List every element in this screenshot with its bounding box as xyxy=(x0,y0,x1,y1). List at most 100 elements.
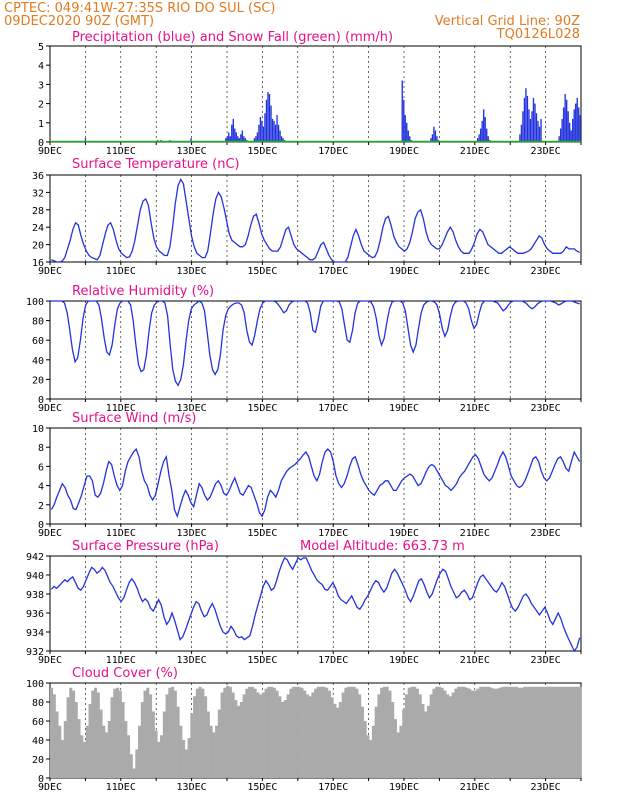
cloud-cover-bar xyxy=(223,687,227,778)
precip-bar xyxy=(240,134,242,142)
y-tick-label: 0 xyxy=(38,774,44,785)
cloud-cover-bar xyxy=(553,686,557,778)
precip-bar xyxy=(532,97,535,142)
cloud-cover-bar xyxy=(402,709,406,778)
y-tick-label: 40 xyxy=(32,356,44,367)
precip-bar xyxy=(522,111,524,142)
cloud-cover-bar xyxy=(374,706,378,778)
cloud-cover-bar xyxy=(503,686,508,778)
cloud-cover-bar xyxy=(531,686,535,778)
cloud-cover-bar xyxy=(116,687,120,778)
x-tick-label: 9DEC xyxy=(38,266,62,277)
cloud-cover-bar xyxy=(193,696,197,778)
precip-bar xyxy=(534,103,536,142)
cloud-cover-bar xyxy=(435,686,439,778)
precip-bar xyxy=(262,126,265,142)
cloud-cover-bar xyxy=(278,696,282,778)
cloud-cover-bar xyxy=(578,686,582,778)
cloud-cover-bar xyxy=(528,686,532,778)
cloud-cover-bar xyxy=(459,686,463,778)
cloud-cover-bar xyxy=(344,687,348,778)
x-tick-label: 15DEC xyxy=(247,146,277,157)
precip-bar xyxy=(528,109,530,142)
cloud-cover-bar xyxy=(498,687,502,778)
precip-bar xyxy=(271,118,274,142)
cloud-cover-bar xyxy=(228,686,232,778)
precip-bar xyxy=(225,138,227,142)
precip-bar xyxy=(483,109,485,142)
cloud-cover-bar xyxy=(514,686,519,778)
x-tick-label: 17DEC xyxy=(318,782,348,793)
precip-bar xyxy=(436,136,438,142)
station-header: CPTEC: 049:41W-27:35S RIO DO SUL (SC) xyxy=(4,1,275,16)
cloud-cover-bar xyxy=(561,686,565,778)
cloud-cover-bar xyxy=(110,697,114,778)
cloud-cover-bar xyxy=(231,692,235,778)
x-tick-label: 21DEC xyxy=(460,266,490,277)
cloud-cover-bar xyxy=(121,702,125,778)
cloud-cover-bar xyxy=(473,690,477,778)
cloud-cover-bar xyxy=(325,687,329,778)
cloud-cover-bar xyxy=(556,686,560,778)
cloud-cover-bar xyxy=(501,686,505,778)
cloud-cover-bar xyxy=(132,768,136,778)
precip-bar xyxy=(231,124,233,142)
x-tick-label: 17DEC xyxy=(318,266,348,277)
precip-bar xyxy=(84,138,87,142)
cloud-cover-bar xyxy=(336,707,340,778)
x-tick-label: 17DEC xyxy=(318,655,348,666)
cloud-cover-bar xyxy=(512,686,516,778)
y-tick-label: 20 xyxy=(32,755,44,766)
precip-bar xyxy=(237,136,239,142)
cloud-cover-bar xyxy=(341,692,345,778)
cloud-cover-bar xyxy=(421,703,425,778)
cloud-cover-bar xyxy=(569,686,574,778)
cloud-cover-bar xyxy=(198,686,202,778)
cloud-cover-bar xyxy=(127,735,131,778)
precip-bar xyxy=(261,120,263,142)
precip-bar xyxy=(523,97,526,142)
cloud-cover-bar xyxy=(118,690,122,778)
cloud-cover-bar xyxy=(479,686,483,778)
x-tick-label: 19DEC xyxy=(389,528,419,539)
cloud-cover-bar xyxy=(146,687,150,778)
x-tick-label: 13DEC xyxy=(177,655,207,666)
x-tick-label: 9DEC xyxy=(38,528,62,539)
panel-title: Surface Temperature (nC) xyxy=(72,157,240,172)
cloud-cover-bar xyxy=(481,686,486,778)
x-tick-label: 11DEC xyxy=(106,782,136,793)
cloud-cover-bar xyxy=(154,730,158,778)
model-altitude-label: Model Altitude: 663.73 m xyxy=(300,539,465,554)
y-tick-label: 100 xyxy=(26,297,44,308)
y-tick-label: 60 xyxy=(32,717,44,728)
precip-bar xyxy=(487,136,489,142)
cloud-cover-bar xyxy=(371,725,375,778)
cloud-cover-bar xyxy=(168,687,172,778)
x-tick-label: 23DEC xyxy=(531,146,561,157)
cloud-cover-bar xyxy=(462,686,466,778)
cloud-cover-bar xyxy=(206,711,210,778)
y-tick-label: 32 xyxy=(32,188,44,199)
model-code: TQ0126L028 xyxy=(496,27,580,42)
y-tick-label: 938 xyxy=(26,590,44,601)
x-tick-label: 19DEC xyxy=(389,146,419,157)
x-tick-label: 23DEC xyxy=(531,782,561,793)
cloud-cover-bar xyxy=(316,686,320,778)
cloud-cover-bar xyxy=(61,740,65,778)
precip-bar xyxy=(407,130,409,142)
x-tick-label: 11DEC xyxy=(106,528,136,539)
x-tick-label: 15DEC xyxy=(247,528,277,539)
y-tick-label: 28 xyxy=(32,206,44,217)
precip-bar xyxy=(258,124,260,142)
precip-bar xyxy=(486,128,488,142)
x-tick-label: 11DEC xyxy=(106,655,136,666)
cloud-cover-bar xyxy=(352,686,356,778)
cloud-cover-bar xyxy=(308,696,312,778)
precip-bar xyxy=(538,126,541,142)
precip-bar xyxy=(265,99,268,142)
precip-bar xyxy=(241,130,244,142)
cloud-cover-bar xyxy=(564,686,568,778)
cloud-cover-bar xyxy=(248,686,252,778)
cloud-cover-bar xyxy=(382,686,386,778)
cloud-cover-bar xyxy=(314,688,318,778)
